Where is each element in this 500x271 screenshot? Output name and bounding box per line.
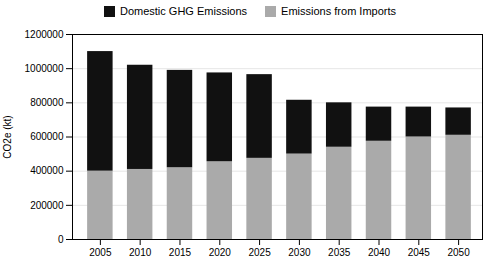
svg-text:2045: 2045 (408, 247, 431, 258)
svg-text:2015: 2015 (169, 247, 192, 258)
svg-text:2040: 2040 (368, 247, 391, 258)
svg-text:600000: 600000 (30, 131, 64, 142)
svg-text:2025: 2025 (248, 247, 271, 258)
svg-text:2005: 2005 (89, 247, 112, 258)
svg-text:800000: 800000 (30, 97, 64, 108)
svg-text:0: 0 (58, 234, 64, 245)
html-text:Domestic GHG Emissions: Domestic GHG Emissions (120, 5, 248, 17)
svg-text:2030: 2030 (288, 247, 311, 258)
svg-text:400000: 400000 (30, 165, 64, 176)
svg-text:200000: 200000 (30, 200, 64, 211)
svg-text:2050: 2050 (447, 247, 470, 258)
svg-text:2020: 2020 (209, 247, 232, 258)
svg-text:1200000: 1200000 (25, 29, 64, 40)
svg-text:2010: 2010 (129, 247, 152, 258)
html-text:Emissions from Imports: Emissions from Imports (281, 5, 396, 17)
svg-text:1000000: 1000000 (25, 63, 64, 74)
svg-text:CO2e (kt): CO2e (kt) (2, 115, 13, 158)
svg-text:2035: 2035 (328, 247, 351, 258)
